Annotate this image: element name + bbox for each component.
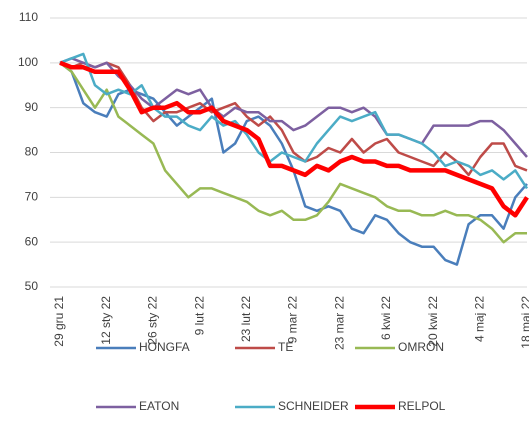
y-tick-label: 110 — [19, 10, 38, 24]
legend-label: HONGFA — [139, 340, 190, 354]
legend-label: SCHNEIDER — [278, 399, 349, 413]
y-tick-label: 70 — [25, 190, 39, 204]
y-tick-label: 80 — [25, 145, 39, 159]
y-tick-label: 60 — [25, 234, 39, 248]
x-tick-label: 9 lut 22 — [192, 296, 206, 336]
x-tick-label: 12 sty 22 — [99, 296, 113, 345]
series-line — [59, 52, 529, 190]
legend-label: EATON — [139, 399, 179, 413]
x-tick-label: 29 gru 21 — [52, 296, 66, 347]
series-line — [59, 61, 527, 244]
x-tick-label: 23 mar 22 — [332, 296, 346, 350]
legend-label: RELPOL — [398, 399, 446, 413]
y-tick-label: 90 — [25, 100, 39, 114]
x-tick-label: 26 sty 22 — [146, 296, 160, 345]
x-tick-label: 18 maj 22 — [519, 296, 529, 349]
series-line — [59, 60, 529, 218]
y-tick-label: 100 — [18, 55, 38, 69]
x-tick-label: 9 mar 22 — [286, 296, 300, 344]
x-tick-label: 23 lut 22 — [239, 296, 253, 342]
x-tick-label: 6 kwi 22 — [379, 296, 393, 340]
y-tick-label: 50 — [25, 279, 39, 293]
legend-label: OMRON — [398, 340, 444, 354]
x-tick-label: 20 kwi 22 — [426, 296, 440, 347]
legend-label: TE — [278, 340, 293, 354]
series-line — [59, 57, 528, 158]
x-tick-label: 4 maj 22 — [472, 296, 486, 342]
